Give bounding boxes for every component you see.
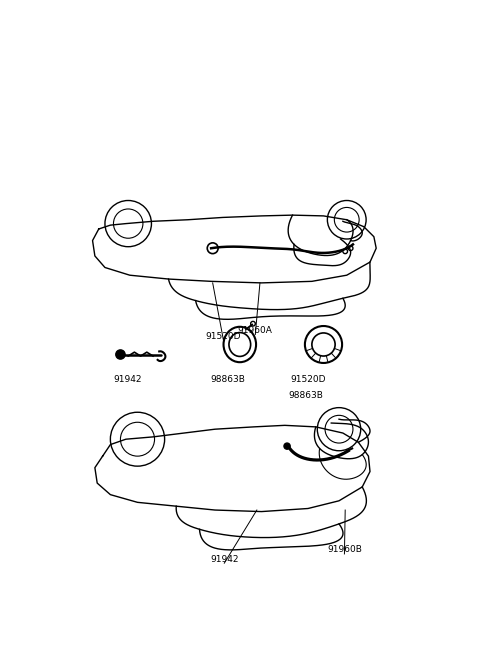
Text: 98863B: 98863B [211,375,246,384]
Text: 91520D: 91520D [290,375,326,384]
Text: 91960B: 91960B [327,545,362,555]
Circle shape [116,350,125,359]
Text: 91960A: 91960A [238,326,273,335]
Text: 91942: 91942 [210,555,239,564]
Text: 91942: 91942 [113,375,142,384]
Text: 98863B: 98863B [288,392,323,400]
Circle shape [284,443,290,449]
Text: 91520D: 91520D [206,332,241,341]
